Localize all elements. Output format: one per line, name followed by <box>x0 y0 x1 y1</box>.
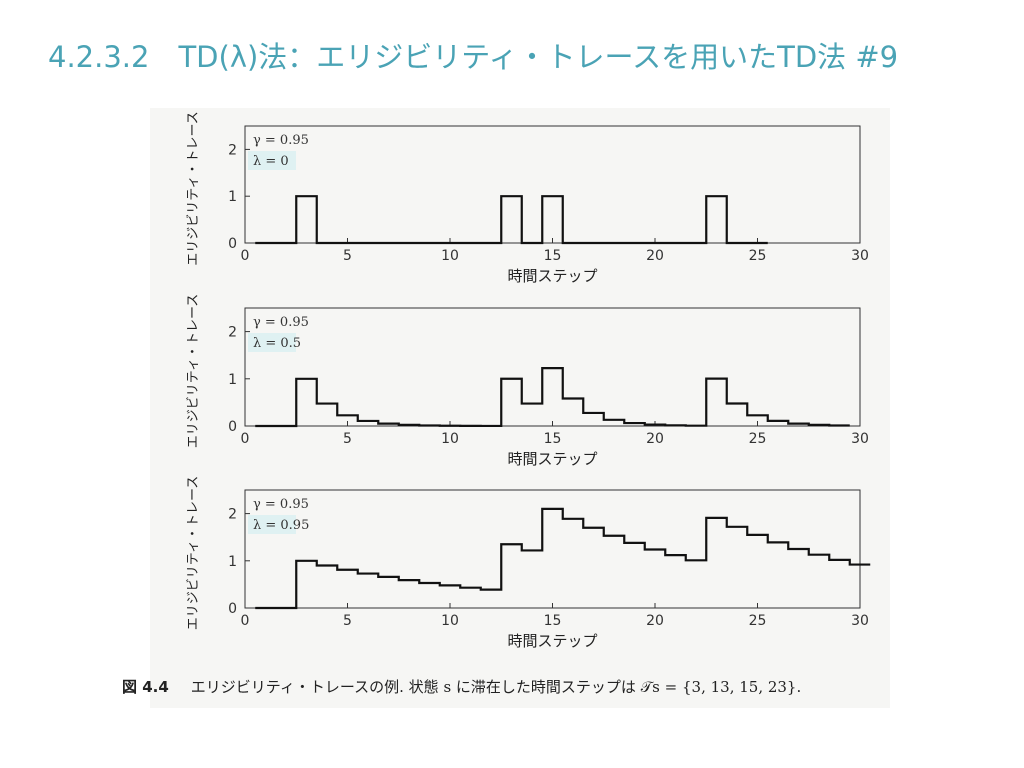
trace-step-line <box>255 195 768 245</box>
x-tick-label: 5 <box>343 613 352 629</box>
y-tick-label: 2 <box>228 325 237 341</box>
chart-panel-2: 0 5 10 15 20 25 30 0 1 2 時間ステップ エリジビリティ・トレース γ = 0.9… <box>186 294 869 468</box>
x-tick-label: 30 <box>851 248 869 264</box>
annotation-highlight <box>248 515 296 534</box>
plot-frame <box>244 125 861 244</box>
y-tick-label: 1 <box>228 189 237 205</box>
x-tick-label: 0 <box>241 431 250 447</box>
x-axis-label: 時間ステップ <box>507 267 597 285</box>
x-tick-label: 5 <box>343 431 352 447</box>
plot-frame <box>244 489 861 609</box>
annotation-highlight <box>248 333 296 352</box>
slide-title: 4.2.3.2 TD(λ)法：エリジビリティ・トレースを用いたTD法 #9 <box>48 40 899 74</box>
x-tick-label: 20 <box>646 431 664 447</box>
y-axis-label: エリジビリティ・トレース <box>186 294 201 449</box>
y-axis-label: エリジビリティ・トレース <box>186 476 201 631</box>
x-axis-label: 時間ステップ <box>507 632 597 650</box>
trace-step-line <box>255 367 850 428</box>
y-tick-label: 2 <box>228 507 237 523</box>
chart-panel-3: 0 5 10 15 20 25 30 0 1 2 時間ステップ エリジビリティ・トレース γ = 0.9… <box>186 476 871 650</box>
y-axis-label: エリジビリティ・トレース <box>186 111 201 266</box>
parameter-annotation: γ = 0.95 <box>253 497 309 512</box>
chart-panel-1: 0 5 10 15 20 25 30 0 1 2 時間ステップ エリジビリティ・トレース γ = 0.9… <box>186 111 869 285</box>
parameter-annotation: λ = 0.5 <box>253 336 301 351</box>
y-tick-label: 0 <box>228 601 237 617</box>
x-tick-label: 30 <box>851 431 869 447</box>
x-tick-label: 30 <box>851 613 869 629</box>
x-tick-label: 0 <box>241 248 250 264</box>
y-tick-label: 1 <box>228 372 237 388</box>
parameter-annotation: γ = 0.95 <box>253 315 309 330</box>
x-axis-label: 時間ステップ <box>507 450 597 468</box>
x-tick-label: 0 <box>241 613 250 629</box>
x-tick-label: 10 <box>441 613 459 629</box>
annotation-highlight <box>248 151 296 170</box>
parameter-annotation: γ = 0.95 <box>253 133 309 148</box>
figure-caption: 図 4.4 エリジビリティ・トレースの例. 状態 s に滞在した時間ステップは 𝒯… <box>122 676 801 697</box>
x-tick-label: 25 <box>749 431 767 447</box>
parameter-annotation: λ = 0 <box>253 154 289 169</box>
y-tick-label: 0 <box>228 419 237 435</box>
x-tick-label: 20 <box>646 613 664 629</box>
x-tick-label: 10 <box>441 248 459 264</box>
trace-step-line <box>255 507 871 610</box>
parameter-annotation: λ = 0.95 <box>253 518 309 533</box>
x-tick-label: 25 <box>749 613 767 629</box>
figure-number: 図 4.4 <box>122 678 169 696</box>
caption-text: エリジビリティ・トレースの例. 状態 s に滞在した時間ステップは 𝒯s = {… <box>190 678 802 696</box>
y-tick-label: 2 <box>228 142 237 158</box>
x-tick-label: 15 <box>544 248 562 264</box>
x-tick-label: 15 <box>544 613 562 629</box>
x-tick-label: 25 <box>749 248 767 264</box>
x-tick-label: 5 <box>343 248 352 264</box>
y-tick-label: 0 <box>228 236 237 252</box>
x-tick-label: 15 <box>544 431 562 447</box>
y-tick-label: 1 <box>228 554 237 570</box>
x-tick-label: 20 <box>646 248 664 264</box>
x-tick-label: 10 <box>441 431 459 447</box>
